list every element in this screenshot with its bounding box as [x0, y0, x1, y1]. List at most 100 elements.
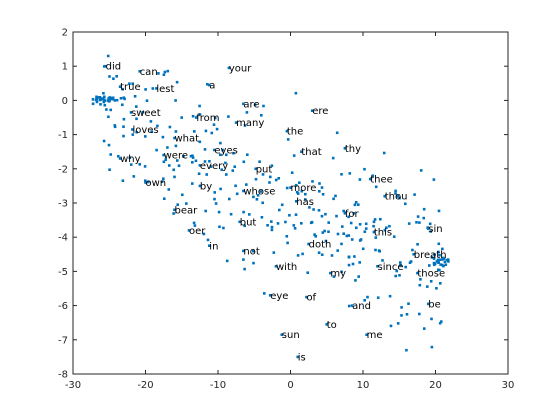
scatter-point: [122, 134, 125, 138]
scatter-point: [383, 228, 387, 232]
scatter-point: [191, 182, 194, 185]
scatter-point: [166, 146, 169, 149]
x-tick-label: 0: [287, 380, 293, 391]
scatter-point: [91, 102, 95, 106]
scatter-point: [292, 154, 296, 157]
scatter-point: [270, 164, 274, 167]
labeled-point: [129, 111, 133, 114]
scatter-point: [260, 216, 264, 219]
scatter-point: [321, 231, 325, 234]
scatter-point: [227, 115, 230, 118]
labeled-point: [208, 244, 211, 247]
scatter-point: [371, 174, 375, 178]
scatter-point: [270, 225, 274, 229]
scatter-point: [209, 165, 213, 168]
scatter-point: [242, 160, 246, 164]
scatter-point: [423, 327, 426, 330]
scatter-point: [405, 348, 408, 352]
scatter-point: [354, 279, 357, 282]
scatter-point: [252, 195, 255, 199]
word-label: a: [209, 81, 215, 92]
scatter-point: [332, 275, 336, 278]
word-label: can: [140, 67, 158, 78]
labeled-point: [412, 253, 415, 256]
scatter-point: [358, 223, 362, 226]
labeled-point: [376, 265, 379, 268]
scatter-point: [206, 238, 210, 242]
scatter-point: [243, 124, 247, 127]
scatter-point: [350, 238, 354, 241]
scatter-point: [193, 130, 196, 133]
scatter-point: [317, 251, 321, 254]
scatter-point: [191, 161, 194, 164]
scatter-point: [131, 133, 135, 136]
scatter-point: [432, 263, 436, 267]
scatter-point: [162, 73, 166, 76]
word-label: for: [345, 209, 360, 220]
scatter-point: [347, 263, 351, 267]
scatter-point: [119, 97, 123, 100]
scatter-point: [285, 186, 289, 190]
scatter-point: [222, 226, 225, 230]
scatter-point: [334, 194, 337, 198]
labeled-point: [268, 294, 272, 297]
labeled-point: [155, 87, 158, 90]
y-tick-label: -2: [58, 164, 68, 175]
scatter-point: [340, 173, 343, 176]
scatter-point: [163, 70, 167, 74]
scatter-point: [432, 261, 436, 265]
scatter-point: [270, 220, 273, 223]
scatter-point: [286, 241, 289, 245]
scatter-point: [97, 96, 101, 99]
scatter-point: [381, 259, 384, 262]
scatter-point: [132, 175, 136, 178]
scatter-point: [446, 258, 450, 261]
scatter-point: [426, 285, 429, 288]
word-label: bear: [175, 205, 199, 216]
word-label: that: [301, 147, 321, 158]
scatter-point: [280, 203, 284, 207]
scatter-point: [430, 317, 433, 321]
scatter-point: [330, 254, 334, 257]
scatter-point: [293, 227, 297, 230]
scatter-point: [415, 221, 418, 224]
scatter-point: [388, 224, 391, 228]
scatter-point: [340, 242, 343, 246]
scatter-point: [135, 117, 138, 121]
scatter-point: [324, 212, 327, 216]
scatter-point: [407, 222, 411, 225]
scatter-point: [363, 167, 366, 171]
scatter-point: [311, 180, 314, 183]
scatter-point: [160, 180, 164, 183]
word-label: since: [378, 262, 404, 273]
scatter-point: [252, 249, 255, 253]
word-label: my: [330, 269, 346, 280]
scatter-point: [107, 115, 110, 119]
scatter-point: [304, 198, 307, 201]
scatter-point: [409, 260, 413, 263]
scatter-point: [205, 173, 208, 176]
scatter-point: [225, 153, 228, 157]
scatter-point: [419, 278, 422, 281]
scatter-point: [168, 164, 171, 167]
scatter-point: [141, 110, 145, 114]
word-label: breath: [414, 250, 447, 261]
scatter-point: [285, 235, 289, 238]
scatter-point: [135, 130, 138, 134]
scatter-point: [191, 114, 195, 118]
scatter-point: [288, 214, 291, 217]
scatter-point: [342, 232, 345, 235]
scatter-point: [113, 125, 117, 129]
scatter-point: [123, 97, 126, 101]
scatter-point: [347, 255, 351, 259]
labeled-point: [187, 229, 191, 232]
labeled-point: [280, 333, 284, 336]
word-label: the: [287, 127, 303, 138]
scatter-point: [172, 168, 175, 172]
scatter-point: [438, 253, 441, 257]
scatter-point: [147, 180, 150, 184]
scatter-point: [294, 91, 298, 95]
scatter-point: [121, 179, 125, 182]
scatter-point: [243, 267, 246, 271]
